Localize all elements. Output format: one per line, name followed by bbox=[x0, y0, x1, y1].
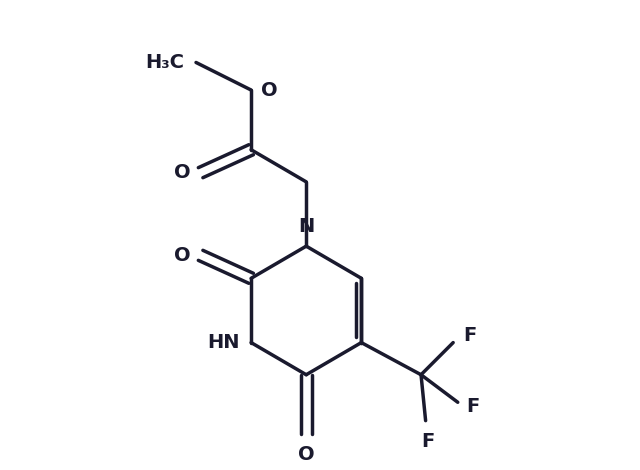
Text: N: N bbox=[298, 217, 314, 235]
Text: O: O bbox=[174, 163, 191, 182]
Text: F: F bbox=[421, 432, 435, 451]
Text: O: O bbox=[298, 445, 314, 463]
Text: H₃C: H₃C bbox=[145, 53, 184, 72]
Text: HN: HN bbox=[207, 333, 239, 352]
Text: O: O bbox=[261, 80, 278, 100]
Text: O: O bbox=[174, 246, 191, 265]
Text: F: F bbox=[463, 326, 477, 345]
Text: F: F bbox=[466, 397, 479, 416]
